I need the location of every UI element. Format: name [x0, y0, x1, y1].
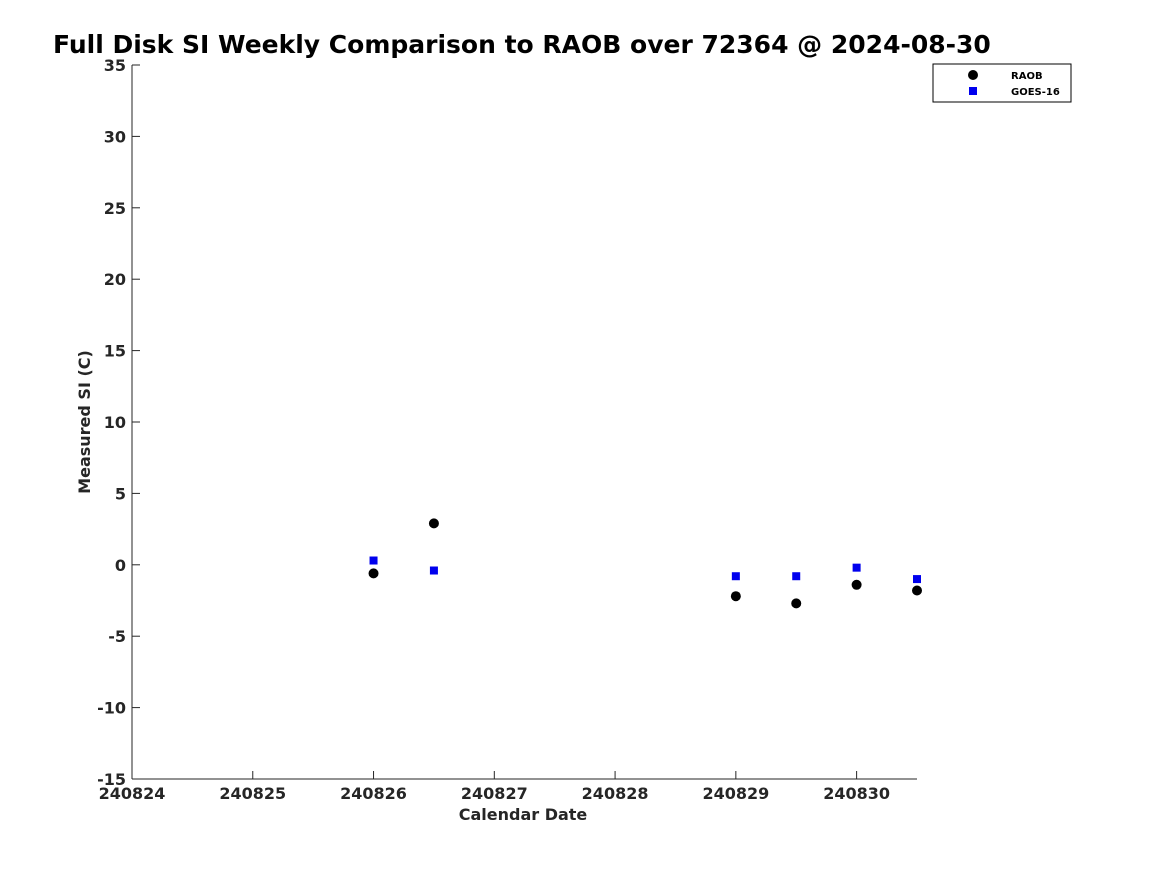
y-tick-label: 5 [115, 484, 126, 503]
raob-point [912, 585, 922, 596]
data-points [368, 518, 922, 609]
raob-point [791, 598, 802, 609]
x-ticks: 240824 240825 240826 240827 240828 240829 2408… [99, 771, 890, 803]
axes [131, 65, 917, 780]
raob-point [851, 579, 862, 590]
goes-16-point [429, 566, 438, 575]
raob-point [428, 518, 439, 529]
x-axis-label: Calendar Date [459, 805, 588, 824]
legend: RAOB GOES-16 [932, 63, 1072, 103]
goes-16-point [792, 572, 801, 581]
x-tick-label: 240830 [823, 784, 890, 803]
y-axis-label: Measured SI (C) [75, 350, 94, 494]
legend-raob-label: RAOB [1011, 71, 1043, 82]
y-tick-label: 35 [104, 56, 126, 75]
legend-goes-16-marker [969, 87, 977, 95]
goes-16-point [913, 575, 921, 584]
y-tick-label: -10 [97, 699, 126, 718]
raob-point [730, 591, 741, 602]
y-tick-label: 10 [104, 413, 126, 432]
legend-box [932, 63, 1072, 103]
y-tick-label: 20 [104, 270, 126, 289]
y-tick-label: 0 [115, 556, 126, 575]
y-tick-label: 15 [104, 342, 126, 361]
chart-title: Full Disk SI Weekly Comparison to RAOB o… [53, 30, 991, 59]
y-tick-label: 25 [104, 199, 126, 218]
y-tick-label: -15 [97, 770, 126, 789]
x-tick-label: 240826 [340, 784, 407, 803]
x-tick-label: 240828 [582, 784, 649, 803]
goes-16-point [852, 563, 861, 572]
x-tick-label: 240827 [461, 784, 528, 803]
legend-goes-16-label: GOES-16 [1011, 87, 1060, 98]
goes-16-point [369, 556, 378, 565]
y-ticks: -15 -10 -5 0 5 10 15 20 25 30 35 [97, 56, 140, 789]
x-tick-label: 240829 [702, 784, 769, 803]
x-tick-label: 240825 [219, 784, 286, 803]
x-tick-label: 240824 [99, 784, 166, 803]
y-tick-label: 30 [104, 127, 126, 146]
raob-point [368, 568, 379, 579]
legend-raob-marker [968, 70, 978, 80]
y-tick-label: -5 [108, 627, 126, 646]
goes-16-point [731, 572, 740, 581]
